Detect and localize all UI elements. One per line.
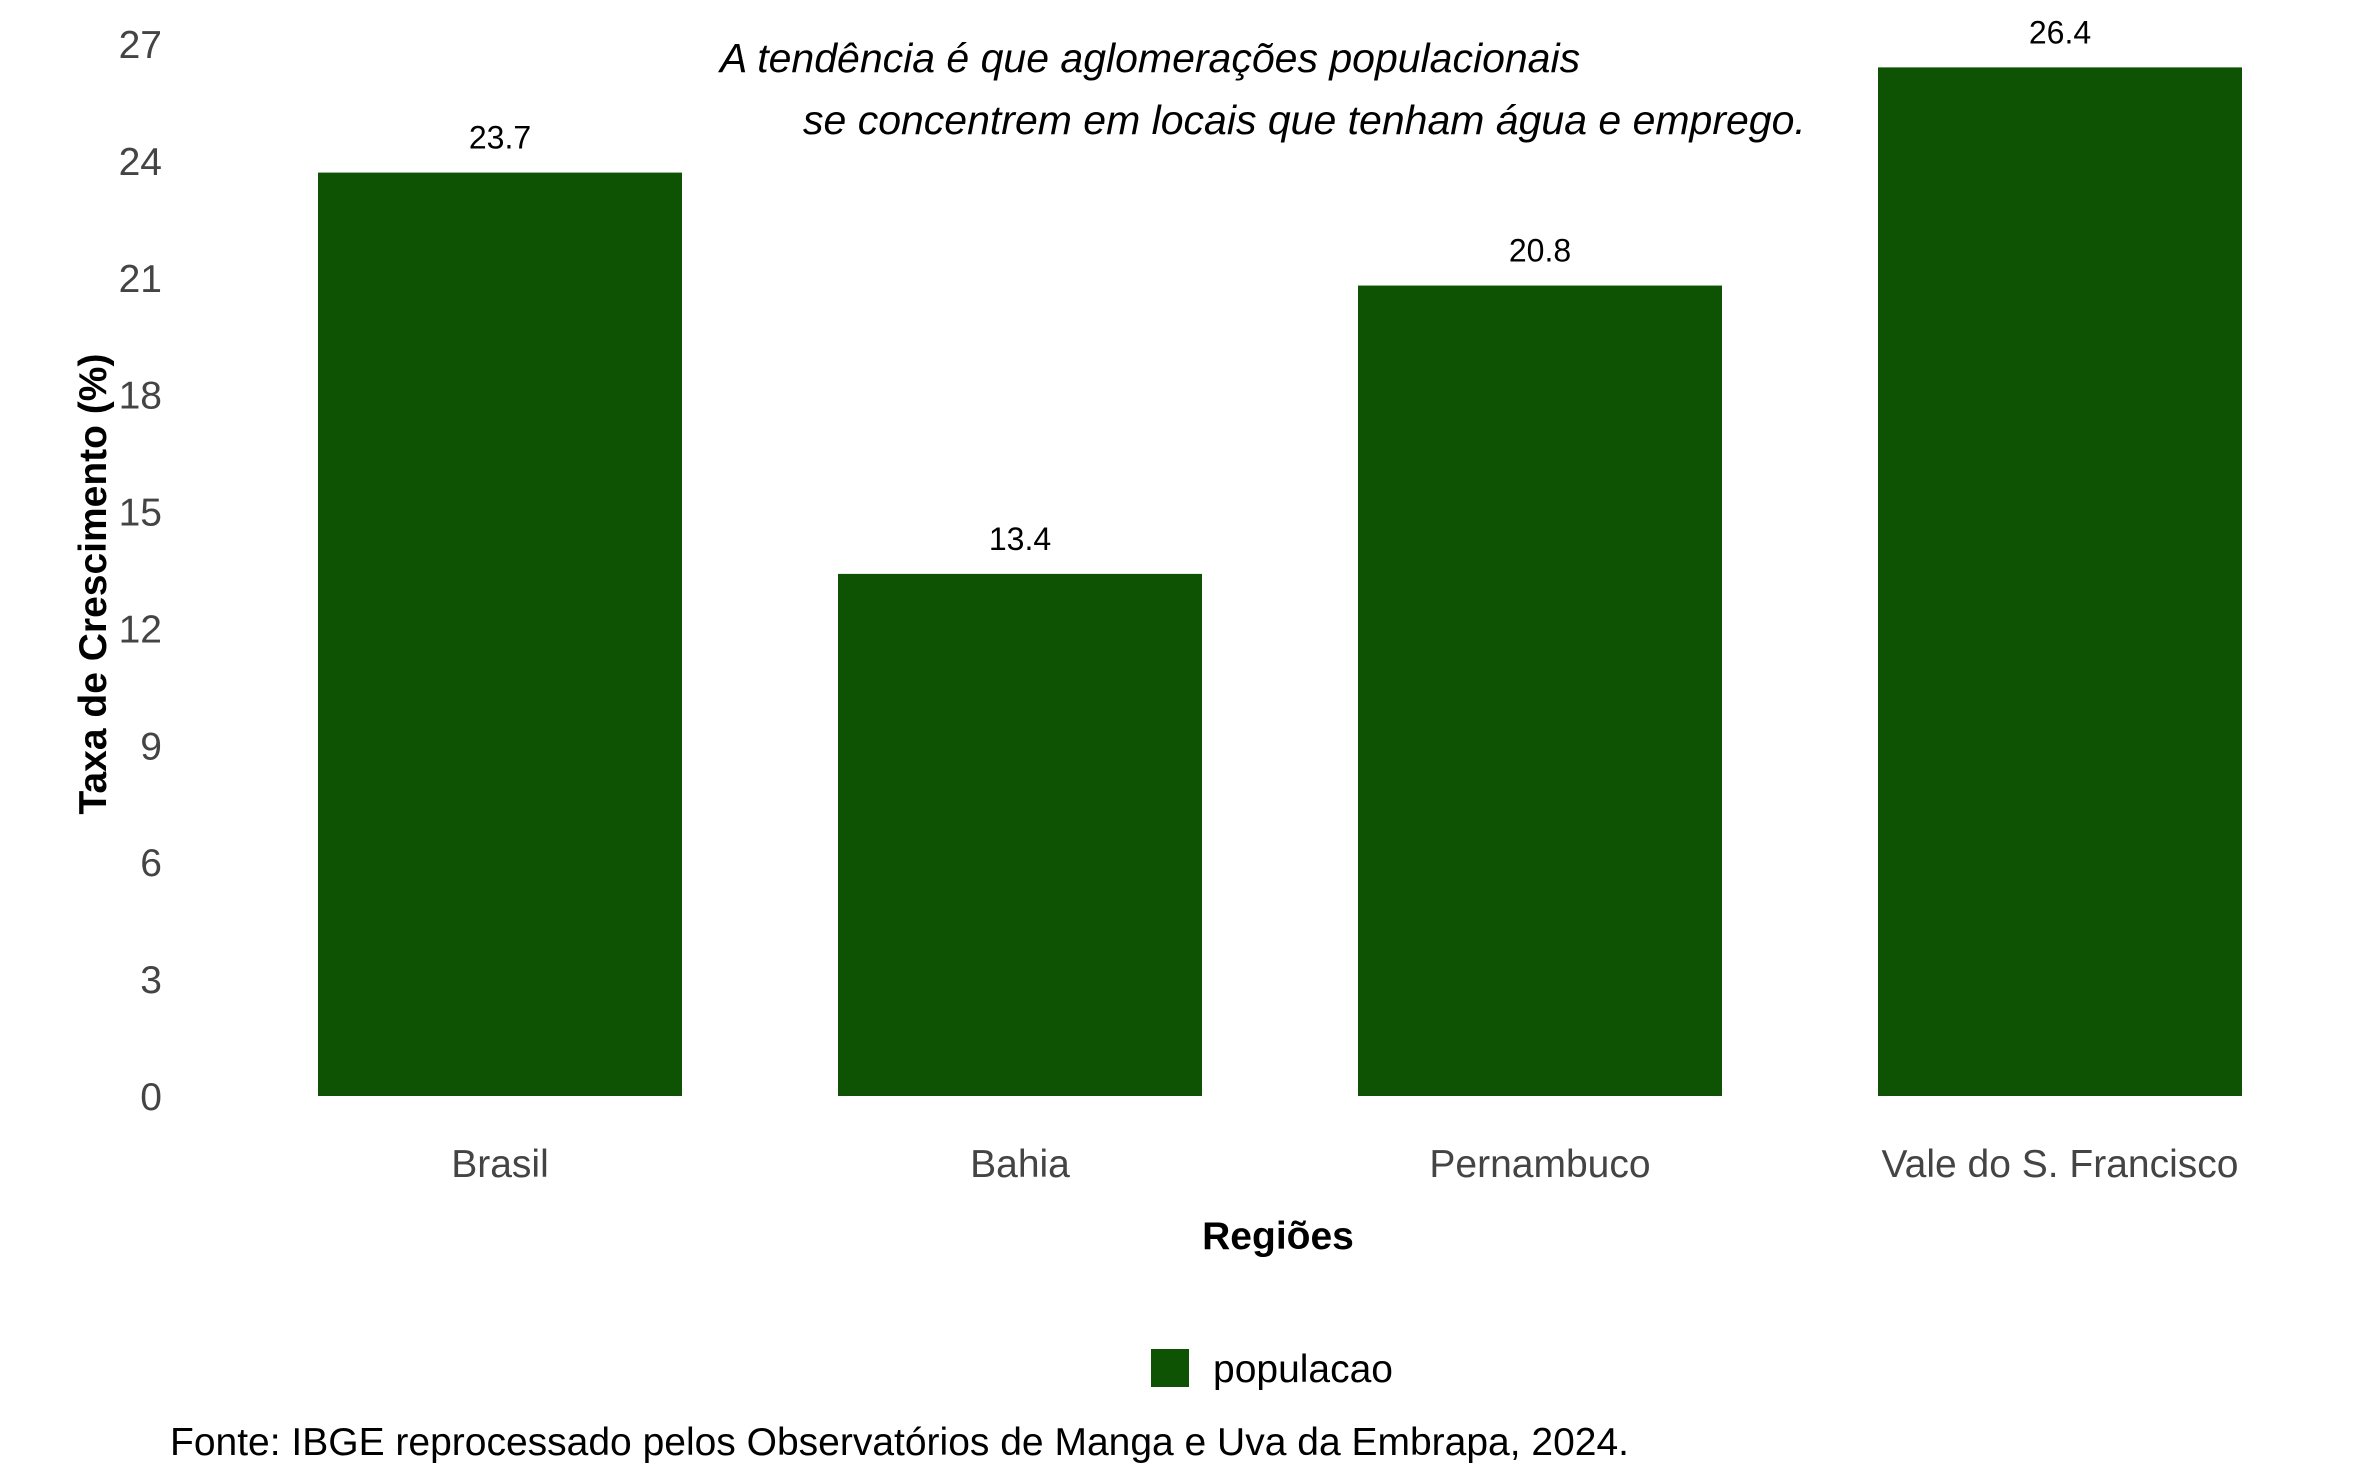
y-tick-label: 18 bbox=[119, 375, 162, 418]
y-tick-label: 21 bbox=[119, 258, 162, 301]
y-axis-title: Taxa de Crescimento (%) bbox=[72, 354, 115, 815]
bar-value-label: 20.8 bbox=[1509, 233, 1571, 269]
y-tick-label: 15 bbox=[119, 492, 162, 535]
y-tick-label: 0 bbox=[140, 1076, 162, 1119]
annotation-line-2: se concentrem em locais que tenham água … bbox=[803, 97, 1806, 143]
annotation-line-1: A tendência é que aglomerações populacio… bbox=[717, 35, 1580, 81]
y-tick-label: 27 bbox=[119, 24, 162, 67]
legend: populacao bbox=[1151, 1348, 1393, 1391]
y-tick-label: 24 bbox=[119, 141, 162, 184]
bars bbox=[318, 67, 2242, 1097]
y-tick-label: 3 bbox=[140, 959, 162, 1002]
x-tick-label: Brasil bbox=[451, 1143, 549, 1186]
bar bbox=[1358, 285, 1722, 1096]
legend-label: populacao bbox=[1213, 1348, 1393, 1391]
x-axis-ticks: Brasil Bahia Pernambuco Vale do S. Francisc… bbox=[451, 1143, 2238, 1186]
bar bbox=[838, 573, 1202, 1096]
bar-value-label: 13.4 bbox=[989, 521, 1051, 557]
x-tick-label: Bahia bbox=[970, 1143, 1070, 1186]
bar bbox=[1878, 67, 2242, 1096]
bar-value-label: 23.7 bbox=[469, 120, 531, 156]
bar-value-label: 26.4 bbox=[2029, 14, 2091, 50]
legend-swatch bbox=[1151, 1349, 1189, 1387]
y-tick-label: 9 bbox=[140, 725, 162, 768]
x-axis-title: Regiões bbox=[1202, 1215, 1354, 1258]
x-tick-label: Pernambuco bbox=[1429, 1143, 1650, 1186]
source-caption: Fonte: IBGE reprocessado pelos Observató… bbox=[170, 1421, 1629, 1464]
bar-data-labels: 23.7 13.4 20.8 26.4 bbox=[469, 14, 2091, 557]
x-tick-label: Vale do S. Francisco bbox=[1882, 1143, 2239, 1186]
y-axis-ticks: 0 3 6 9 12 15 18 21 24 27 bbox=[119, 24, 162, 1119]
y-tick-label: 6 bbox=[140, 842, 162, 885]
bar bbox=[318, 172, 682, 1097]
y-tick-label: 12 bbox=[119, 608, 162, 651]
